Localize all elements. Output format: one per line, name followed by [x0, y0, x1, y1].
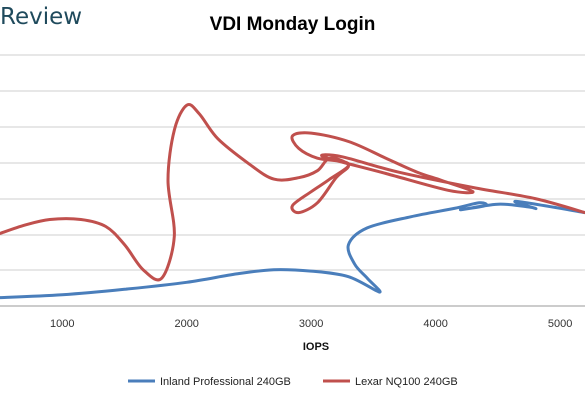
grid-lines [0, 54, 585, 307]
chart-title: VDI Monday Login [209, 14, 376, 35]
x-tick-label: 5000 [548, 318, 572, 330]
legend-label: Inland Professional 240GB [160, 376, 291, 388]
x-tick-label: 4000 [423, 318, 447, 330]
legend: Inland Professional 240GB Lexar NQ100 240… [128, 376, 458, 388]
x-tick-label: 2000 [174, 318, 198, 330]
series-line-2 [0, 103, 585, 282]
x-axis-label: IOPS [303, 341, 329, 353]
x-tick-label: 1000 [50, 318, 74, 330]
series-line-1 [0, 199, 585, 300]
legend-label: Lexar NQ100 240GB [355, 376, 458, 388]
x-axis-ticks: 1000 2000 3000 4000 5000 [50, 318, 572, 330]
x-tick-label: 3000 [299, 318, 323, 330]
brand-logo: Review [0, 4, 83, 30]
series-layer [0, 103, 585, 300]
